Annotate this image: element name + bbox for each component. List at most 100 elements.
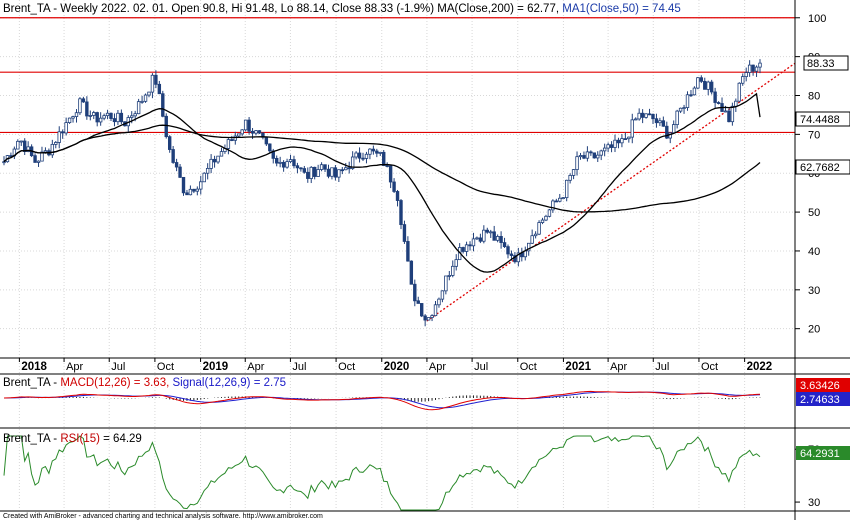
candle-body [754,66,759,72]
rsi-line [3,435,761,511]
moving-averages [3,92,761,273]
candle-body [644,113,648,118]
candle-body [199,181,203,190]
svg-text:88.33: 88.33 [807,58,835,70]
svg-text:2.74633: 2.74633 [800,394,840,406]
candle-body [630,119,634,138]
time-tick-label: Oct [701,361,718,373]
candle-body [36,160,41,163]
candle-body [464,244,469,252]
candle-body [478,237,483,242]
candle-body [319,164,324,170]
ma200-badge: 62.7682 [795,159,850,175]
candle-body [19,140,23,143]
candle-body [685,94,690,108]
candle-body [302,168,307,173]
candle-body [257,130,262,134]
candle-body [385,165,389,167]
candle-body [378,151,382,154]
price-header: Brent_TA - Weekly 2022. 02. 01. Open 90.… [3,3,681,15]
price-panel[interactable] [0,0,850,358]
candle-body [430,315,434,318]
candle-body [371,148,376,152]
candle-body [150,74,155,93]
candle-body [703,80,707,90]
candle-body [147,91,151,96]
candle-body [758,62,762,68]
candle-body [409,260,414,285]
candle-body [492,231,496,241]
candle-body [530,235,534,244]
time-tick-label: 2020 [384,361,410,373]
candle-body [2,161,6,164]
rsi-series [3,435,761,511]
candle-body [161,93,165,117]
candle-body [682,107,686,109]
svg-text:64.2931: 64.2931 [800,448,840,460]
candle-body [281,161,286,168]
candle-body [671,124,676,134]
candle-body [413,283,417,302]
candle-body [444,275,448,292]
candle-body [50,143,55,156]
footer-credit: Created with AmiBroker - advanced charti… [3,513,323,520]
time-tick-label: Jul [111,361,125,373]
candle-body [78,98,82,114]
candle-body [558,197,562,202]
time-tick-label: Oct [338,361,355,373]
candle-body [727,110,731,123]
candle-body [399,200,403,225]
candle-body [330,167,334,177]
time-tick-label: Apr [66,361,83,373]
svg-text:62.7682: 62.7682 [800,162,840,174]
candle-body [599,150,603,156]
candle-body [64,122,68,134]
candle-body [285,161,289,168]
candle-body [675,110,679,126]
candle-body [119,112,124,123]
candle-body [627,136,631,140]
candle-body [665,125,669,139]
candle-body [264,136,269,145]
candle-body [537,222,541,235]
candle-body [696,77,700,89]
candle-body [309,166,313,179]
candle-body [402,224,407,242]
candle-body [489,231,493,234]
candle-body [16,140,20,150]
candle-body [713,91,717,103]
candle-body [92,112,96,116]
candle-body [295,165,300,169]
candle-body [433,304,438,317]
candle-body [692,87,697,96]
candle-body [98,117,103,123]
time-tick-label: Jul [655,361,669,373]
candle-body [333,167,338,178]
candle-body [209,158,213,169]
candle-body [143,94,148,102]
candle-body [495,236,500,241]
candle-body [620,138,624,144]
close-badge: 88.33 [803,55,849,71]
candlesticks [2,59,762,327]
candle-body [416,300,420,304]
candle-body [602,147,607,152]
candle-body [181,176,186,194]
candle-body [205,168,210,174]
candle-body [451,265,455,276]
candle-body [564,179,569,199]
candle-body [212,158,217,163]
resistance-lines [0,17,796,322]
candle-body [43,150,48,153]
candle-body [357,152,362,159]
rsi-panel[interactable] [0,431,850,511]
candle-body [509,253,514,256]
candle-body [506,246,510,255]
candle-body [216,155,220,163]
candle-body [747,64,752,73]
candle-body [423,315,427,321]
time-tick-label: 2019 [203,361,229,373]
candle-body [299,167,303,170]
candle-body [654,118,659,124]
candle-body [468,244,472,247]
